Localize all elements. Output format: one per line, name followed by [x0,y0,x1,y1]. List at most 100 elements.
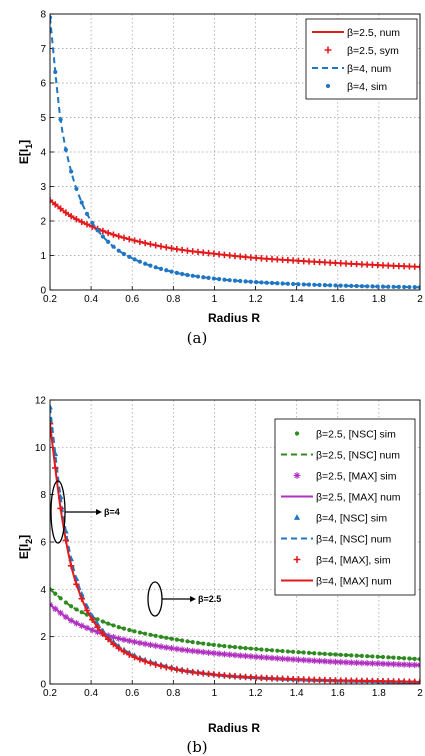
x-tick-label: 1.2 [249,688,263,699]
data-point [285,281,290,286]
data-point [50,420,54,427]
data-point [115,233,122,240]
legend-item: β=2.5, [NSC] sim [294,428,396,440]
data-point [391,284,396,289]
data-point [50,197,54,204]
caption-b: (b) [186,738,207,756]
legend-item: β=2.5, sym [324,45,399,57]
data-point [211,276,216,281]
legend-swatch [293,556,301,563]
data-point [79,200,84,205]
legend-item: β=4, num [312,63,392,75]
data-point [232,278,238,283]
data-point [280,281,285,286]
x-tick-label: 1.8 [372,688,386,699]
data-point [269,280,275,286]
data-point [359,284,364,289]
legend-item: β=2.5, [MAX] sim [293,470,397,482]
y-tick-label: 4 [40,148,46,159]
x-tick-label: 0.6 [125,294,139,305]
y-tick-label: 12 [35,396,47,407]
data-point [147,240,154,248]
data-point [52,201,59,208]
data-point [95,228,100,233]
legend-label: β=4, [MAX], sim [316,554,391,566]
annotation-arrowhead [96,509,102,515]
data-point [190,273,195,278]
legend-a: β=2.5, num β=2.5, sym β=4, num β=4, sim [305,18,418,100]
y-tick-label: 2 [40,632,46,643]
data-point [301,282,306,287]
data-point [84,211,90,216]
axes-frame-b [49,399,421,685]
series-b-1 [50,588,420,661]
legend-item: β=2.5, [NSC] num [281,449,400,461]
legend-label: β=2.5, [NSC] sim [316,428,396,440]
data-point [174,637,179,642]
series-a-3 [50,15,420,290]
annotation-b-1: β=2.5 [147,581,221,617]
data-point [116,248,121,253]
x-tick-label: 1.8 [372,294,386,305]
data-point [317,282,322,288]
data-point [365,284,370,289]
legend-label: β=4, sim [347,81,387,93]
data-point [180,271,185,277]
x-tick-label: 1.4 [290,294,304,305]
x-tick-label: 0.8 [166,688,180,699]
legend-box [274,418,416,596]
data-point [402,284,407,290]
data-point [50,15,53,20]
annotation-label: β=4 [104,507,120,517]
data-point [396,284,401,290]
data-point [131,237,138,244]
data-point [259,280,264,285]
legend-label: β=2.5, sym [347,45,399,57]
legend-label: β=4, [NSC] num [316,533,391,545]
data-point [121,251,127,257]
data-point [63,147,68,152]
y-tick-label: 0 [40,286,46,297]
data-point [106,239,111,244]
y-tick-label: 8 [40,10,46,21]
legend-item: β=4, sim [325,81,387,93]
data-point [163,244,170,251]
annotation-b-0: β=4 [50,480,120,544]
data-point [111,244,116,249]
caption-a: (a) [187,329,208,347]
x-tick-label: 1.4 [290,688,304,699]
data-point [343,283,349,288]
y-tick-label: 2 [40,217,46,228]
data-point [67,212,75,220]
data-point [106,621,111,626]
data-point [375,284,380,289]
data-point [90,220,95,225]
x-tick-label: 0.2 [43,294,57,305]
data-point [62,209,70,216]
series-line [50,603,420,667]
legend-swatch [293,514,301,520]
data-point [322,651,327,656]
y-tick-label: 8 [40,490,46,501]
series-b-7 [50,423,420,683]
data-point [152,242,159,249]
data-point [136,238,144,246]
x-tick-label: 0.6 [125,688,139,699]
y-axis-label-b: E[I2] [17,535,34,559]
x-tick-label: 0.4 [84,688,98,699]
data-point [127,254,132,259]
data-point [132,257,137,262]
data-point [312,282,317,287]
x-tick-label: 1.6 [331,688,345,699]
data-point [370,284,375,289]
data-point [238,278,243,284]
data-point [148,263,153,268]
legend-label: β=4, [NSC] sim [316,512,387,524]
data-point [201,275,206,280]
legend-label: β=2.5, num [347,27,400,39]
data-point [73,216,80,223]
data-point [74,186,79,191]
x-tick-label: 1 [212,294,218,305]
data-point [291,281,296,287]
data-point [412,285,417,290]
